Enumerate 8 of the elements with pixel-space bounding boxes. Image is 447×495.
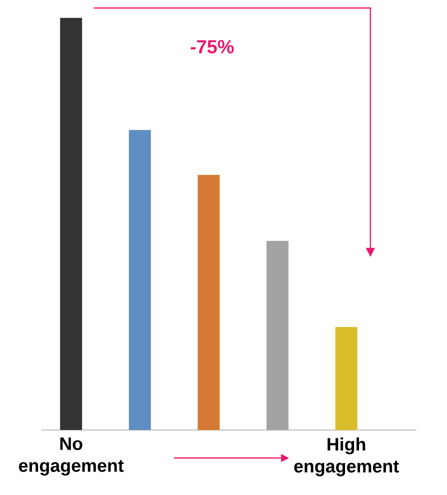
x-tick-label: High engagement: [294, 438, 399, 476]
bar: [198, 174, 220, 430]
bar: [128, 130, 151, 430]
x-tick-label: No engagement: [18, 438, 124, 476]
bar: [60, 18, 82, 430]
annotation: -75%: [190, 40, 234, 54]
bar: [335, 326, 358, 430]
bar: [266, 240, 288, 430]
